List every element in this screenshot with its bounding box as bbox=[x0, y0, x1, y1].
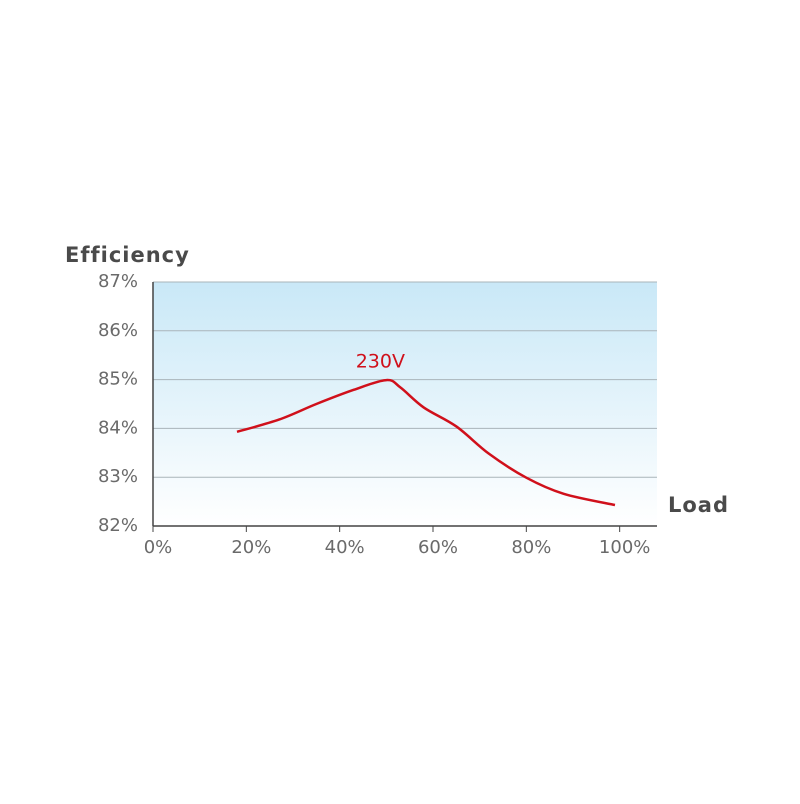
plot-background bbox=[153, 282, 657, 526]
x-tick-label: 60% bbox=[418, 537, 458, 558]
x-tick-label: 0% bbox=[144, 537, 173, 558]
y-tick-label: 85% bbox=[98, 369, 138, 390]
x-tick-label: 20% bbox=[231, 537, 271, 558]
x-tick-label: 40% bbox=[325, 537, 365, 558]
y-tick-label: 82% bbox=[98, 515, 138, 536]
y-axis-title: Efficiency bbox=[65, 243, 190, 267]
x-tick-label: 100% bbox=[599, 537, 650, 558]
y-tick-label: 87% bbox=[98, 271, 138, 292]
x-axis-title: Load bbox=[668, 493, 729, 517]
y-tick-label: 86% bbox=[98, 320, 138, 341]
y-tick-label: 83% bbox=[98, 466, 138, 487]
series-label: 230V bbox=[356, 351, 405, 373]
y-tick-label: 84% bbox=[98, 417, 138, 438]
data-line bbox=[236, 378, 616, 507]
x-tick-label: 80% bbox=[511, 537, 551, 558]
